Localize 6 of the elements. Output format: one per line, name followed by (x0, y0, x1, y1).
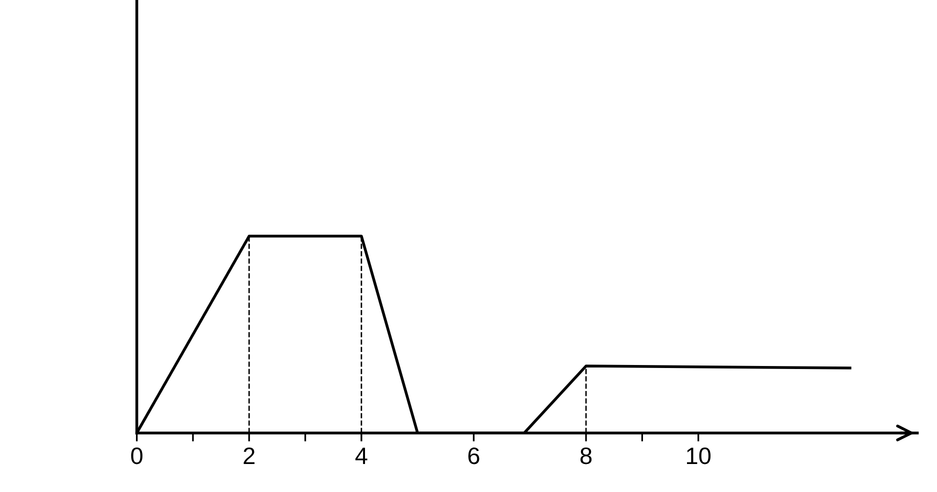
x-tick-label: 2 (244, 447, 254, 464)
x-tick-label: 0 (131, 447, 142, 464)
x-tick-label: 8 (580, 447, 592, 464)
x-tick-label: 4 (355, 448, 368, 464)
x-tick-label: 10 (687, 447, 711, 464)
x-tick-label: 6 (468, 447, 480, 464)
